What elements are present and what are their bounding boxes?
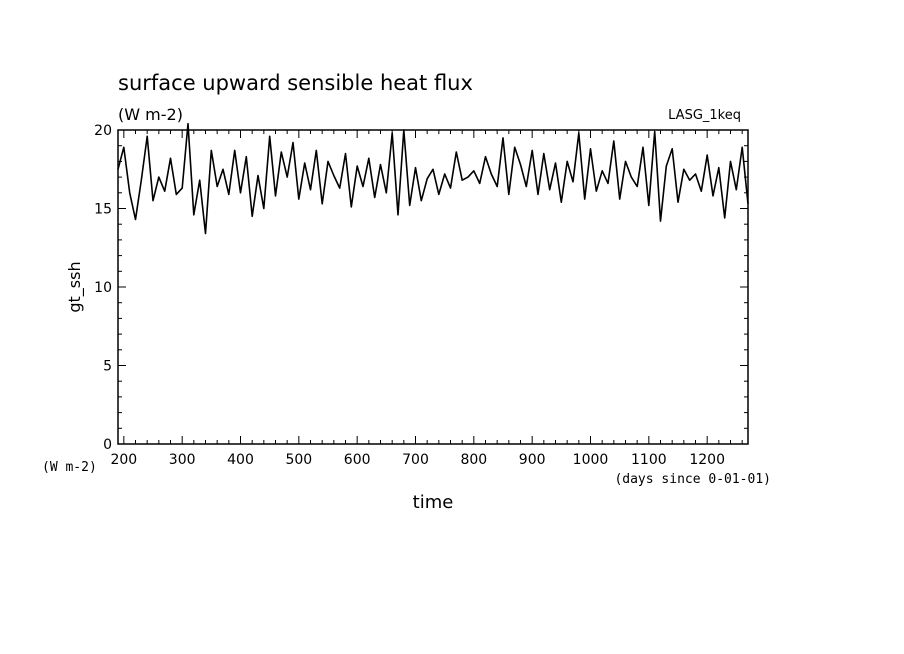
x-tick-label: 1200: [689, 452, 725, 468]
x-tick-label: 700: [402, 452, 429, 468]
x-tick-label: 800: [460, 452, 487, 468]
x-axis-label: time: [413, 492, 454, 513]
y-tick-label: 5: [103, 359, 112, 375]
y-tick-label: 20: [94, 123, 112, 139]
x-tick-label: 600: [344, 452, 371, 468]
y-tick-label: 15: [94, 202, 112, 218]
tick-labels: 200 300 400 500 600 700 800 900 1000 1100 1200 0 5 10…: [94, 123, 725, 468]
x-tick-label: 400: [227, 452, 254, 468]
x-axis-unit: (days since 0-01-01): [614, 472, 771, 487]
chart-subtitle-units: (W m-2): [118, 105, 183, 124]
y-tick-label: 0: [103, 437, 112, 453]
plot-frame: [117, 129, 749, 445]
x-tick-label: 900: [519, 452, 546, 468]
run-label: LASG_1keq: [668, 108, 741, 123]
y-tick-label: 10: [94, 280, 112, 296]
series-line: [117, 122, 749, 235]
y-axis-label: gt_ssh: [65, 261, 85, 312]
chart-title: surface upward sensible heat flux: [118, 71, 473, 95]
y-axis-unit: (W m-2): [42, 460, 97, 475]
x-tick-label: 1000: [573, 452, 609, 468]
axis-ticks: [118, 129, 748, 445]
x-tick-label: 1100: [631, 452, 667, 468]
x-tick-label: 300: [169, 452, 196, 468]
x-tick-label: 500: [285, 452, 312, 468]
x-tick-label: 200: [110, 452, 137, 468]
